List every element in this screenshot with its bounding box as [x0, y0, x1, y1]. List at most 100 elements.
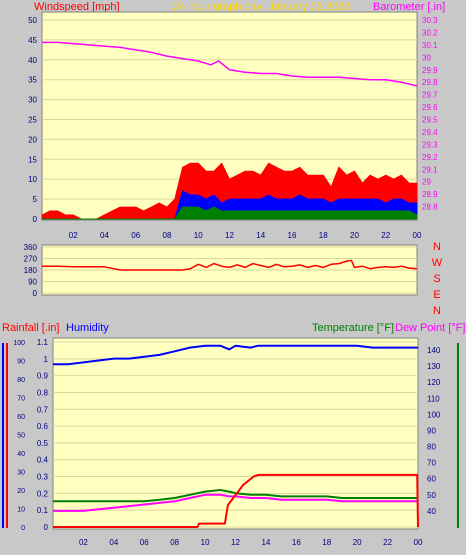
temperature-tick-label: 90	[427, 426, 436, 435]
wind-right-tick-label: 29.8	[422, 78, 438, 87]
wind-left-tick-label: 10	[28, 175, 37, 184]
direction-tick-label: 180	[24, 266, 38, 275]
rain-x-tick-label: 00	[414, 538, 423, 547]
humidity-tick-label: 30	[17, 470, 25, 477]
temperature-label: Temperature [°F]	[312, 322, 394, 334]
low-speed-series	[42, 206, 418, 220]
direction-tick-label: 270	[24, 255, 38, 264]
wind-left-tick-label: 30	[28, 96, 37, 105]
humidity-tick-label: 20	[17, 488, 25, 495]
wind-left-tick-label: 20	[28, 135, 37, 144]
rain-series	[53, 473, 419, 528]
rain-x-tick-label: 06	[140, 538, 149, 547]
wind-right-tick-label: 30.3	[422, 16, 438, 25]
wind-left-tick-label: 45	[28, 36, 37, 45]
windspeed-label: Windspeed [mph]	[34, 1, 120, 13]
humidity-tick-label: 40	[17, 451, 25, 458]
barometer-label: Barometer [.in]	[373, 1, 445, 13]
rain-panel: 0 0.1 0.2 0.3 0.4 0.5 0.6 0.7 0.8 0.9 1 1.1 0 10 20 30 4…	[2, 337, 459, 547]
wind-left-tick-label: 50	[28, 16, 37, 25]
wind-right-tick-label: 29.2	[422, 153, 438, 162]
dewpoint-label: Dew Point [°F]	[395, 322, 465, 334]
wind-right-tick-label: 29.1	[422, 165, 438, 174]
wind-x-tick-label: 16	[288, 231, 297, 240]
rain-x-tick-label: 02	[79, 538, 88, 547]
compass-letter: N	[433, 305, 441, 317]
humidity-tick-label: 60	[17, 414, 25, 421]
wind-x-tick-label: 14	[256, 231, 265, 240]
rain-tick-label: 0.8	[37, 388, 49, 397]
rain-tick-label: 0.9	[37, 372, 49, 381]
temperature-tick-label: 70	[427, 459, 436, 468]
humidity-tick-label: 0	[21, 525, 25, 532]
rain-x-tick-label: 08	[170, 538, 179, 547]
rain-x-tick-label: 18	[322, 538, 331, 547]
rain-tick-label: 0.3	[37, 473, 49, 482]
humidity-tick-label: 10	[17, 507, 25, 514]
temperature-tick-label: 50	[427, 491, 436, 500]
rain-tick-label: 1.1	[37, 338, 49, 347]
dew-point-series	[53, 493, 418, 512]
rainfall-label: Rainfall [.in]	[2, 322, 59, 334]
rain-tick-label: 0.2	[37, 489, 49, 498]
wind-x-tick-label: 18	[319, 231, 328, 240]
wind-right-tick-label: 29	[422, 178, 431, 187]
direction-tick-label: 90	[28, 278, 37, 287]
wind-right-tick-label: 29.9	[422, 66, 438, 75]
humidity-label: Humidity	[66, 322, 109, 334]
rain-tick-label: 0.1	[37, 506, 49, 515]
rain-tick-label: 0.7	[37, 405, 49, 414]
wind-left-tick-label: 35	[28, 76, 37, 85]
temperature-tick-label: 60	[427, 475, 436, 484]
rain-tick-label: 0.4	[37, 456, 49, 465]
humidity-tick-label: 100	[13, 340, 25, 347]
wind-right-tick-label: 30	[422, 53, 431, 62]
wind-right-tick-label: 29.3	[422, 140, 438, 149]
wind-left-tick-label: 5	[33, 195, 38, 204]
rain-tick-label: 0	[44, 523, 49, 532]
rain-x-tick-label: 04	[109, 538, 118, 547]
wind-right-tick-label: 29.6	[422, 103, 438, 112]
wind-panel: 0 5 10 15 20 25 30 35 40 45 50 28.8 28.9 29 29.1 29.2 2…	[28, 11, 438, 240]
wind-left-tick-label: 25	[28, 116, 37, 125]
temperature-tick-label: 40	[427, 507, 436, 516]
wind-x-tick-label: 06	[131, 231, 140, 240]
wind-x-tick-label: 22	[381, 231, 390, 240]
direction-tick-label: 0	[33, 289, 38, 298]
humidity-tick-label: 50	[17, 433, 25, 440]
wind-right-tick-label: 29.7	[422, 91, 438, 100]
compass-letter: E	[433, 289, 440, 301]
compass-letter: W	[432, 257, 443, 269]
wind-x-tick-label: 02	[69, 231, 78, 240]
wind-right-tick-label: 29.4	[422, 128, 438, 137]
wind-x-tick-label: 08	[163, 231, 172, 240]
rain-tick-label: 0.6	[37, 422, 49, 431]
compass-letter: S	[433, 273, 440, 285]
wind-right-tick-label: 30.1	[422, 41, 438, 50]
rain-x-tick-label: 16	[292, 538, 301, 547]
rain-x-tick-label: 22	[383, 538, 392, 547]
wind-x-tick-label: 20	[350, 231, 359, 240]
barometer-series	[42, 41, 418, 87]
wind-left-tick-label: 40	[28, 56, 37, 65]
humidity-tick-label: 70	[17, 396, 25, 403]
compass-letter: N	[433, 241, 441, 253]
rain-x-tick-label: 14	[261, 538, 270, 547]
temperature-tick-label: 130	[427, 362, 441, 371]
rain-tick-label: 0.5	[37, 439, 49, 448]
direction-tick-label: 360	[24, 243, 38, 252]
temperature-tick-label: 120	[427, 378, 441, 387]
humidity-tick-label: 90	[17, 359, 25, 366]
humidity-series	[53, 344, 418, 366]
rain-tick-label: 1	[44, 355, 49, 364]
rain-x-tick-label: 10	[201, 538, 210, 547]
temperature-tick-label: 110	[427, 394, 440, 403]
graph-title: 24 hour graph day: January 03 2023	[173, 1, 350, 13]
wind-x-tick-label: 12	[225, 231, 234, 240]
temperature-tick-label: 100	[427, 410, 441, 419]
rain-x-tick-label: 12	[231, 538, 240, 547]
rainfall-axis-bar	[6, 343, 8, 528]
temperature-tick-label: 140	[427, 346, 441, 355]
